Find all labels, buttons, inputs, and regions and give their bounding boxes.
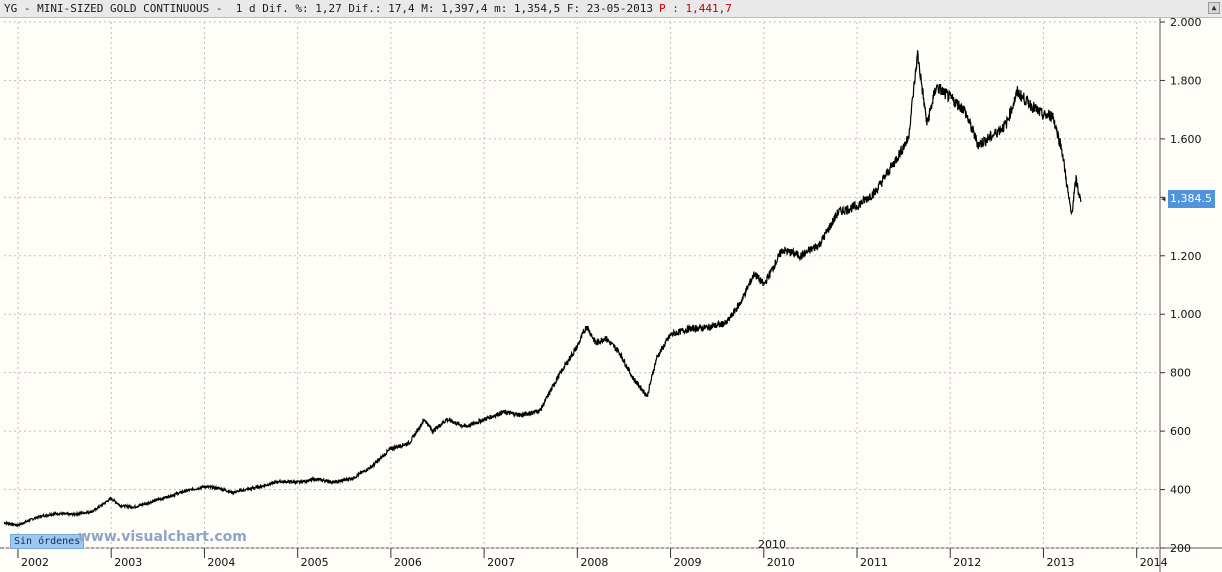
y-tick-label: 1.600 (1170, 133, 1202, 146)
x-tick-label: 2010 (767, 556, 795, 569)
watermark: www.visualchart.com (78, 529, 247, 545)
x-tick-label: 2003 (114, 556, 142, 569)
x-tick-label: 2011 (860, 556, 888, 569)
price-series-line (3, 50, 1082, 528)
y-tick-label: 800 (1170, 367, 1191, 380)
scale-button[interactable]: ▲ (1208, 2, 1220, 14)
x-tick-label: 2008 (580, 556, 608, 569)
symbol-info-text: YG - MINI-SIZED GOLD CONTINUOUS - 1 d Di… (4, 2, 654, 15)
x-tick-label: 2007 (487, 556, 515, 569)
last-price-arrow-icon: ◂ (1160, 192, 1167, 205)
center-date-label: 2010 (758, 538, 786, 551)
x-tick-label: 2013 (1046, 556, 1074, 569)
chart-header-bar: YG - MINI-SIZED GOLD CONTINUOUS - 1 d Di… (0, 0, 1222, 18)
y-tick-label: 400 (1170, 484, 1191, 497)
x-tick-label: 2012 (953, 556, 981, 569)
x-tick-label: 2009 (674, 556, 702, 569)
y-tick-label: 1.800 (1170, 74, 1202, 87)
y-tick-label: 1.000 (1170, 308, 1202, 321)
x-tick-label: 2006 (394, 556, 422, 569)
y-tick-label: 600 (1170, 425, 1191, 438)
orders-badge[interactable]: Sin órdenes (10, 534, 85, 549)
price-info-text: P : 1,441,7 (659, 2, 732, 15)
x-tick-label: 2014 (1140, 556, 1168, 569)
y-tick-label: 1.200 (1170, 250, 1202, 263)
x-tick-label: 2002 (21, 556, 49, 569)
last-price-label: 1,384.5 (1168, 190, 1215, 208)
x-tick-label: 2004 (207, 556, 235, 569)
y-tick-label: 200 (1170, 542, 1191, 555)
x-tick-label: 2005 (301, 556, 329, 569)
y-tick-label: 2.000 (1170, 16, 1202, 29)
